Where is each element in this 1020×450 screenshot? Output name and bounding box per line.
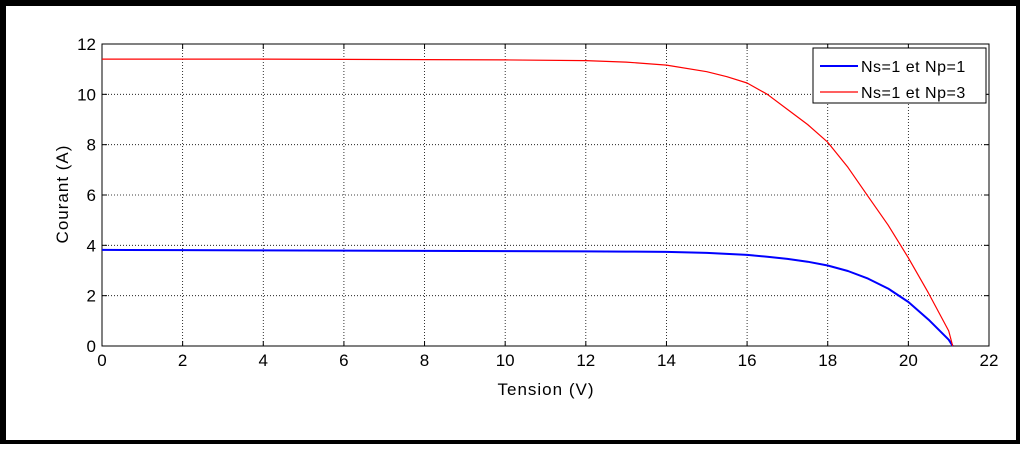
y-tick-label: 6: [87, 186, 96, 205]
series-line-1: [101, 248, 954, 347]
y-tick-label: 10: [77, 85, 96, 104]
legend-label-series-2: Ns=1 et Np=3: [861, 85, 966, 102]
x-tick-label: 6: [339, 351, 348, 370]
x-tick-label: 12: [576, 351, 595, 370]
y-axis-label: Courant (A): [53, 145, 72, 244]
x-tick-label: 0: [97, 351, 106, 370]
legend-label-series-1: Ns=1 et Np=1: [861, 59, 966, 76]
y-tick-label: 12: [77, 35, 96, 54]
x-tick-label: 4: [259, 351, 268, 370]
x-axis-label: Tension (V): [498, 380, 595, 399]
x-tick-label: 10: [496, 351, 515, 370]
x-tick-label: 2: [178, 351, 187, 370]
x-tick-label: 20: [899, 351, 918, 370]
x-tick-label: 16: [738, 351, 757, 370]
series-layer: [101, 58, 954, 347]
x-tick-labels: 0 2 4 6 8 10 12 14 16 18 20 22: [97, 351, 998, 370]
y-tick-label: 0: [87, 337, 96, 356]
y-tick-label: 2: [87, 287, 96, 306]
x-tick-label: 14: [657, 351, 676, 370]
x-tick-label: 22: [980, 351, 999, 370]
grid-lines: [102, 44, 989, 346]
x-tick-label: 18: [818, 351, 837, 370]
y-tick-label: 4: [87, 236, 96, 255]
y-tick-label: 8: [87, 136, 96, 155]
axis-ticks: [101, 43, 990, 347]
iv-chart: 0 2 4 6 8 10 12 14 16 18 20 22 0 2 4 6 8 10 12 Tension (V…: [53, 35, 998, 399]
series-line-2: [102, 58, 954, 347]
y-tick-labels: 0 2 4 6 8 10 12: [77, 35, 96, 356]
legend: Ns=1 et Np=1 Ns=1 et Np=3: [812, 47, 987, 104]
x-tick-label: 8: [420, 351, 429, 370]
legend-box: [812, 47, 987, 104]
